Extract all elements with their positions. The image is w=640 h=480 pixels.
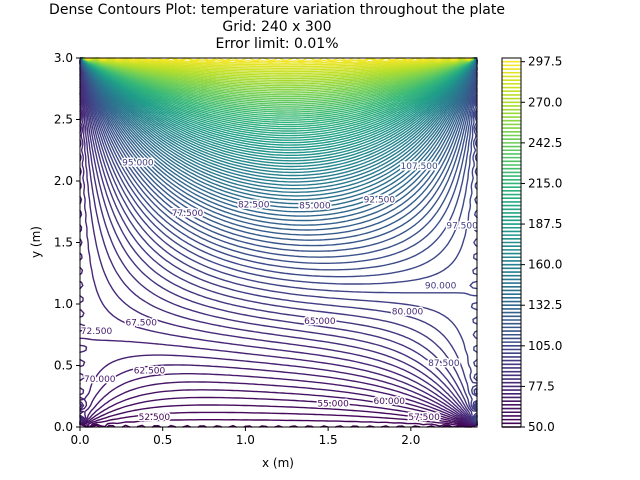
- contour-label: 95.000: [122, 159, 154, 169]
- contour-label: 85.000: [299, 202, 331, 212]
- contour-label: 72.500: [81, 327, 113, 337]
- colorbar-tick-label: 105.0: [528, 339, 562, 353]
- contour-line: [81, 57, 478, 247]
- contour-label: 70.000: [84, 375, 116, 385]
- y-tick-label: 1.5: [54, 236, 73, 250]
- colorbar-tick-label: 160.0: [528, 258, 562, 272]
- y-tick-label: 0.0: [54, 420, 73, 434]
- contour-label: 57.500: [408, 413, 440, 423]
- x-axis-label: x (m): [262, 456, 294, 470]
- colorbar-tick-label: 215.0: [528, 176, 562, 190]
- contour-label: 92.500: [364, 195, 396, 205]
- colorbar-tick-label: 297.5: [528, 55, 562, 69]
- colorbar-tick-label: 132.5: [528, 298, 562, 312]
- contour-label: 80.000: [392, 307, 424, 317]
- colorbar-tick-label: 50.0: [528, 420, 555, 434]
- colorbar-frame: [501, 57, 522, 428]
- x-tick-label: 2.0: [401, 433, 420, 447]
- contour-label: 97.500: [446, 221, 478, 231]
- colorbar: 50.0 77.5 105.0 132.5 160.0 187.5 215.0 242.5 27…: [501, 55, 562, 434]
- y-tick-label: 1.0: [54, 297, 73, 311]
- y-axis-label: y (m): [29, 226, 43, 258]
- contour-label: 90.000: [425, 282, 457, 292]
- contour-label: 77.500: [172, 209, 204, 219]
- colorbar-tick-label: 187.5: [528, 217, 562, 231]
- contour-label: 82.500: [238, 200, 270, 210]
- x-tick-label: 1.5: [319, 433, 338, 447]
- contour-label: 107.500: [400, 162, 437, 172]
- y-axis: 0.0 0.5 1.0 1.5 2.0 2.5 3.0: [54, 51, 80, 434]
- x-tick-label: 0.5: [153, 433, 172, 447]
- contour-label: 60.000: [374, 397, 406, 407]
- contour-line: [81, 57, 477, 231]
- colorbar-tick-label: 242.5: [528, 136, 562, 150]
- contour-line: [81, 57, 477, 217]
- colorbar-tick-label: 77.5: [528, 379, 555, 393]
- y-tick-label: 3.0: [54, 51, 73, 65]
- contour-line: [81, 57, 478, 236]
- chart-title-line-1: Dense Contours Plot: temperature variati…: [49, 2, 505, 18]
- contour-label: 87.500: [428, 359, 460, 369]
- x-tick-label: 1.0: [236, 433, 255, 447]
- y-tick-label: 0.5: [54, 359, 73, 373]
- chart-title-line-3: Error limit: 0.01%: [215, 36, 338, 52]
- contour-lines: [79, 57, 478, 428]
- contour-label: 62.500: [134, 366, 166, 376]
- x-axis: 0.0 0.5 1.0 1.5 2.0: [70, 427, 420, 447]
- y-tick-label: 2.5: [54, 113, 73, 127]
- contour-line: [79, 57, 478, 427]
- contour-label: 65.000: [304, 317, 336, 327]
- contour-label: 55.000: [317, 400, 349, 410]
- contour-label: 52.500: [139, 413, 171, 423]
- chart-title-line-2: Grid: 240 x 300: [222, 19, 331, 35]
- colorbar-tick-label: 270.0: [528, 95, 562, 109]
- y-tick-label: 2.0: [54, 174, 73, 188]
- x-tick-label: 0.0: [70, 433, 89, 447]
- contour-line: [79, 57, 478, 426]
- contour-label: 67.500: [125, 318, 157, 328]
